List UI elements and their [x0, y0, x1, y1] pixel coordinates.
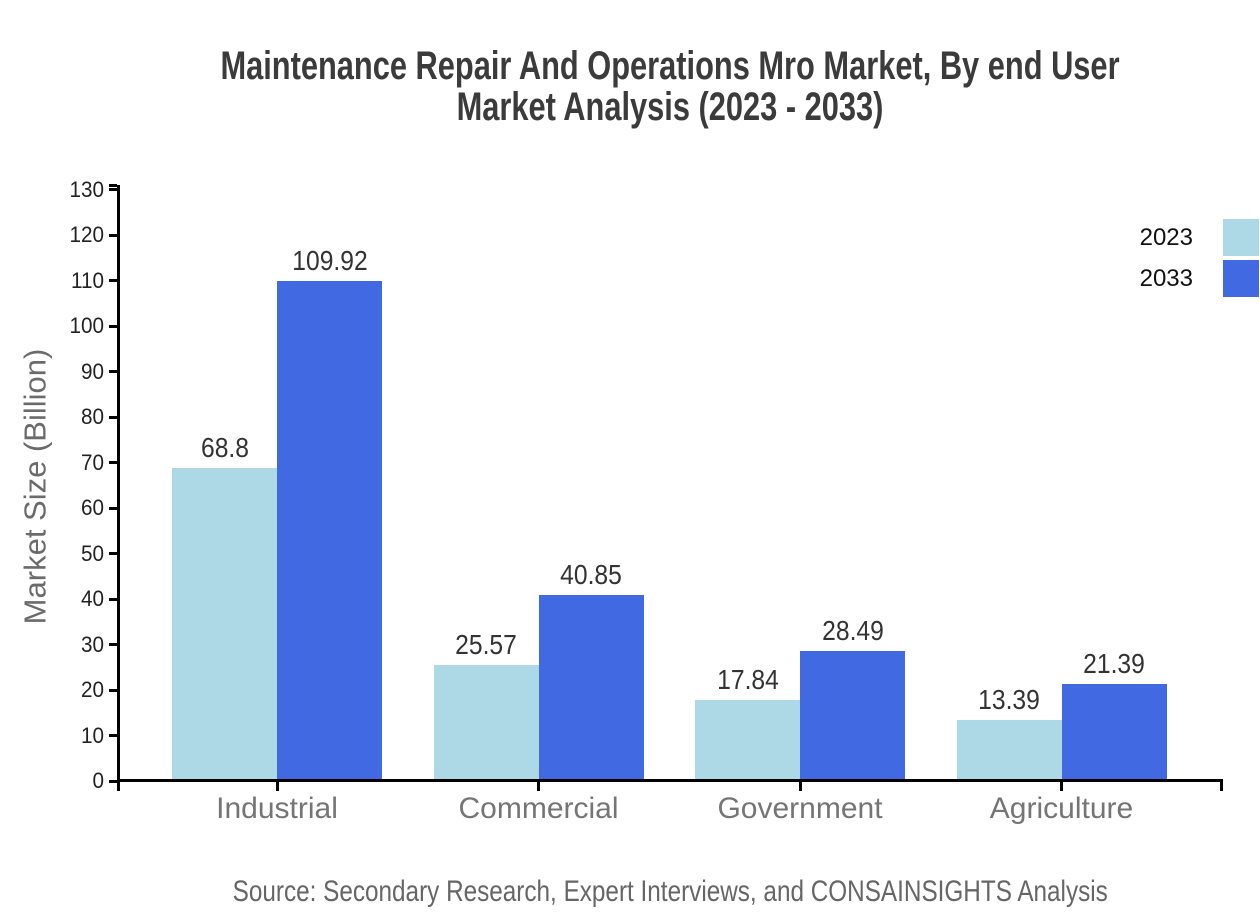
y-tick-label: 100 — [69, 313, 104, 338]
y-axis-title: Market Size (Billion) — [17, 348, 53, 625]
legend-swatch-2033 — [1223, 260, 1259, 297]
category-label-government: Government — [717, 792, 883, 825]
y-tick-label: 30 — [80, 631, 104, 657]
y-tick — [109, 415, 117, 419]
legend: 2023 2033 — [1103, 219, 1259, 297]
y-tick-label: 80 — [80, 404, 104, 429]
x-axis-outer-tick-left — [117, 782, 120, 791]
y-tick — [109, 506, 117, 510]
y-tick-label: 50 — [80, 540, 104, 566]
chart-title-line-1: Maintenance Repair And Operations Mro Ma… — [220, 44, 1120, 88]
bar-value-label: 21.39 — [1083, 648, 1145, 679]
y-tick — [109, 324, 117, 328]
bar-2033-commercial — [538, 595, 644, 782]
category-label-agriculture: Agriculture — [989, 792, 1134, 825]
x-axis-line — [117, 779, 1223, 782]
category-label-industrial: Industrial — [216, 792, 338, 825]
bar-2033-industrial — [277, 281, 382, 782]
source-text-content: Source: Secondary Research, Expert Inter… — [232, 875, 1108, 908]
y-tick — [109, 779, 117, 783]
y-tick — [109, 279, 117, 282]
legend-label-2023: 2023 — [1139, 223, 1193, 251]
y-tick-label: 70 — [80, 449, 104, 475]
bar-2023-government — [695, 700, 800, 782]
bar-2033-agriculture — [1061, 684, 1167, 782]
y-tick-label: 90 — [80, 358, 104, 384]
bar-2023-commercial — [433, 665, 539, 782]
y-tick — [109, 552, 117, 555]
y-tick — [109, 233, 117, 237]
bar-2023-agriculture — [956, 720, 1062, 782]
legend-label-2033: 2033 — [1139, 264, 1193, 292]
y-tick-label: 110 — [71, 267, 104, 293]
y-axis-line — [117, 185, 120, 782]
bar-value-label: 17.84 — [716, 664, 779, 695]
bar-2033-government — [800, 651, 905, 782]
y-tick — [109, 688, 117, 692]
legend-swatch-2023 — [1223, 219, 1259, 256]
source-text: Source: Secondary Research, Expert Inter… — [80, 877, 1260, 907]
y-tick — [109, 597, 117, 601]
y-tick-label: 0 — [92, 768, 104, 793]
bar-value-label: 28.49 — [821, 615, 884, 646]
x-tick — [537, 782, 540, 791]
y-tick — [109, 188, 117, 191]
y-tick-label: 130 — [69, 176, 104, 202]
y-tick-label: 40 — [80, 586, 104, 611]
x-tick — [798, 782, 802, 791]
x-tick — [1060, 782, 1063, 791]
x-tick — [275, 782, 279, 791]
x-axis-outer-tick-right — [1220, 782, 1223, 791]
y-tick-label: 10 — [80, 722, 104, 748]
bar-value-label: 25.57 — [455, 629, 517, 660]
y-tick — [109, 734, 117, 737]
y-tick-label: 60 — [80, 495, 104, 520]
y-tick — [109, 461, 117, 464]
y-tick — [109, 643, 117, 646]
y-axis-outer-tick — [109, 184, 117, 187]
y-tick — [109, 370, 117, 373]
bar-value-label: 109.92 — [291, 245, 368, 276]
y-tick-label: 120 — [69, 222, 104, 247]
bar-value-label: 40.85 — [560, 559, 622, 590]
chart-title: Maintenance Repair And Operations Mro Ma… — [80, 46, 1260, 128]
bar-value-label: 13.39 — [978, 684, 1040, 715]
legend-item-2023: 2023 — [1103, 219, 1259, 256]
category-label-commercial: Commercial — [458, 792, 619, 825]
y-tick-label: 20 — [80, 677, 104, 702]
bar-value-label: 68.8 — [200, 432, 249, 463]
legend-item-2033: 2033 — [1103, 260, 1259, 297]
chart-title-line-2: Market Analysis (2023 - 2033) — [456, 85, 884, 129]
bar-2023-industrial — [172, 468, 277, 782]
